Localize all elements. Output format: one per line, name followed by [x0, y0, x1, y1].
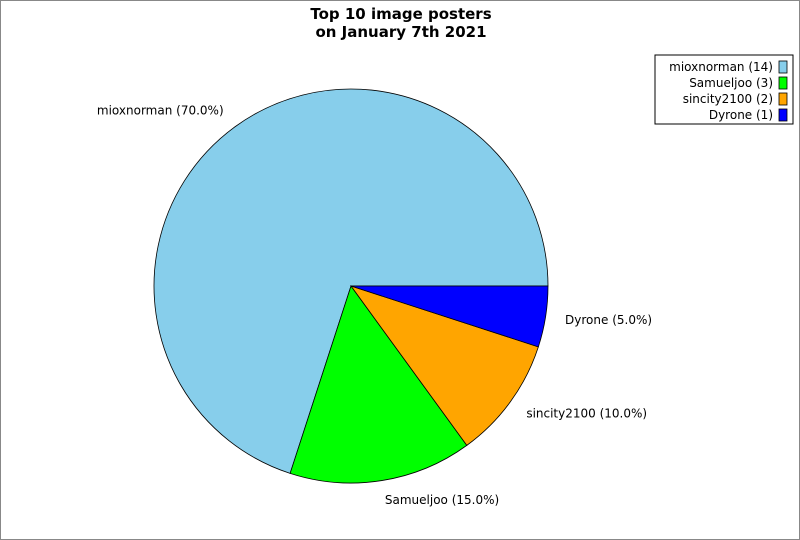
legend-swatch-sincity2100: [778, 92, 788, 106]
legend: mioxnorman (14) Samueljoo (3) sincity2100 …: [654, 54, 794, 125]
pie-slice-mioxnorman: [153, 88, 549, 474]
pie-slice-samueljoo: [289, 285, 468, 484]
pie-slice-sincity2100: [349, 285, 539, 446]
legend-label-samueljoo: Samueljoo (3): [689, 76, 773, 90]
pie-slice-dyrone: [350, 285, 549, 348]
legend-box: [654, 54, 794, 125]
legend-swatch-dyrone: [778, 108, 788, 122]
legend-swatch-mioxnorman: [778, 60, 788, 74]
slice-label-samueljoo: Samueljoo (15.0%): [385, 493, 499, 507]
slice-label-dyrone: Dyrone (5.0%): [565, 313, 652, 327]
slice-label-mioxnorman: mioxnorman (70.0%): [97, 104, 224, 118]
chart-title-line-2: on January 7th 2021: [315, 23, 486, 41]
legend-label-dyrone: Dyrone (1): [709, 108, 773, 122]
legend-label-sincity2100: sincity2100 (2): [683, 92, 773, 106]
slice-label-sincity2100: sincity2100 (10.0%): [526, 406, 647, 420]
legend-label-mioxnorman: mioxnorman (14): [669, 60, 773, 74]
legend-swatch-samueljoo: [778, 76, 788, 90]
chart-title-line-1: Top 10 image posters: [310, 5, 491, 23]
